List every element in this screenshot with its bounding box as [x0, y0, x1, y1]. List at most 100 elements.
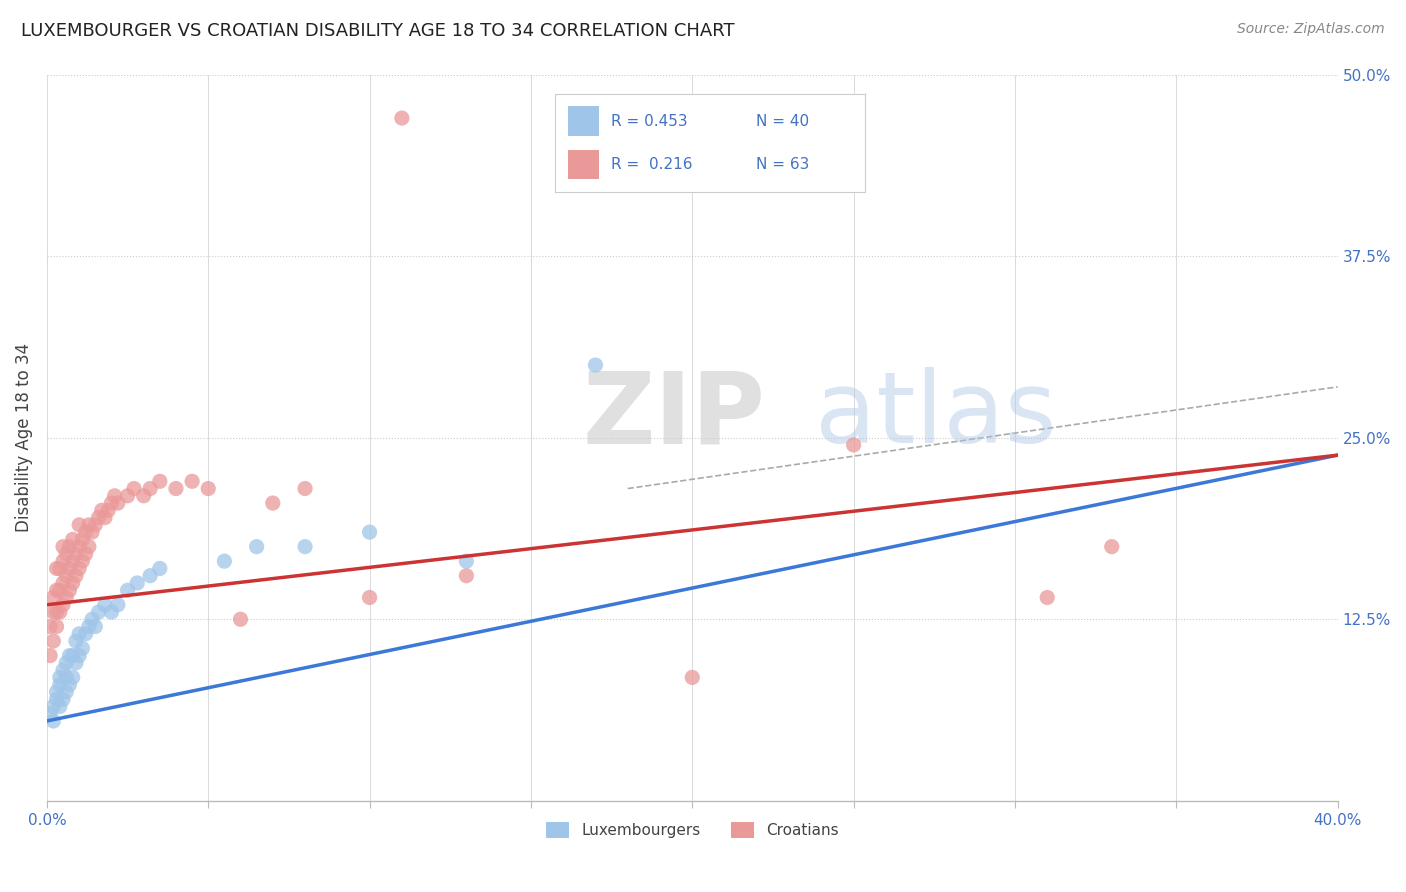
Point [681, 670, 703, 684]
Point [52, 663, 75, 677]
Point [49, 583, 72, 598]
Point [359, 591, 381, 605]
Point [39, 619, 62, 633]
Point [72, 641, 94, 656]
Point [94, 510, 117, 524]
Point [72, 533, 94, 547]
Point [1101, 540, 1123, 554]
Point [42, 634, 65, 648]
Point [165, 482, 187, 496]
Point [585, 358, 607, 372]
Point [55, 670, 77, 684]
Point [42, 605, 65, 619]
Point [456, 554, 478, 568]
Point [75, 525, 97, 540]
Point [87, 510, 110, 524]
Point [117, 489, 139, 503]
Point [49, 605, 72, 619]
Y-axis label: Disability Age 18 to 34: Disability Age 18 to 34 [15, 343, 32, 533]
Text: R =  0.216: R = 0.216 [612, 157, 693, 172]
Point [55, 656, 77, 670]
Point [94, 598, 117, 612]
Point [214, 554, 236, 568]
Point [55, 568, 77, 582]
Point [80, 612, 103, 626]
Point [62, 554, 84, 568]
Point [55, 591, 77, 605]
Point [67, 648, 90, 663]
Point [842, 438, 865, 452]
Point [246, 540, 269, 554]
Point [262, 496, 284, 510]
Text: R = 0.453: R = 0.453 [612, 113, 688, 128]
Point [52, 598, 75, 612]
Point [39, 706, 62, 721]
Point [80, 525, 103, 540]
Text: atlas: atlas [815, 368, 1056, 465]
Point [67, 627, 90, 641]
Point [67, 561, 90, 575]
Point [45, 692, 67, 706]
Point [58, 561, 80, 575]
Point [65, 547, 87, 561]
Point [65, 634, 87, 648]
Point [117, 583, 139, 598]
Point [65, 656, 87, 670]
Point [294, 482, 316, 496]
Point [58, 648, 80, 663]
Point [65, 568, 87, 582]
Point [52, 692, 75, 706]
Point [62, 648, 84, 663]
Text: N = 63: N = 63 [756, 157, 810, 172]
Point [52, 576, 75, 591]
Point [45, 685, 67, 699]
Point [104, 489, 127, 503]
Point [359, 525, 381, 540]
Point [62, 576, 84, 591]
Point [127, 576, 149, 591]
Point [122, 482, 145, 496]
Point [84, 619, 107, 633]
Point [87, 605, 110, 619]
Point [42, 714, 65, 728]
Point [391, 111, 413, 125]
Point [49, 678, 72, 692]
Point [62, 670, 84, 684]
Point [72, 554, 94, 568]
Point [84, 517, 107, 532]
Point [39, 648, 62, 663]
Point [139, 568, 162, 582]
Point [197, 482, 219, 496]
Point [75, 627, 97, 641]
Point [139, 482, 162, 496]
Point [90, 503, 112, 517]
Point [149, 561, 172, 575]
Point [77, 540, 100, 554]
Point [55, 685, 77, 699]
Point [149, 475, 172, 489]
Point [77, 619, 100, 633]
Text: ZIP: ZIP [582, 368, 765, 465]
Legend: Luxembourgers, Croatians: Luxembourgers, Croatians [540, 816, 845, 844]
Point [58, 540, 80, 554]
Text: N = 40: N = 40 [756, 113, 810, 128]
Point [45, 561, 67, 575]
Point [49, 670, 72, 684]
Bar [568, 106, 599, 136]
Point [67, 517, 90, 532]
Point [62, 533, 84, 547]
Point [97, 503, 120, 517]
Text: LUXEMBOURGER VS CROATIAN DISABILITY AGE 18 TO 34 CORRELATION CHART: LUXEMBOURGER VS CROATIAN DISABILITY AGE … [21, 22, 735, 40]
Point [294, 540, 316, 554]
Text: Source: ZipAtlas.com: Source: ZipAtlas.com [1237, 22, 1385, 37]
Point [132, 489, 155, 503]
Point [100, 605, 122, 619]
Point [75, 547, 97, 561]
Bar [568, 150, 599, 179]
Point [1036, 591, 1059, 605]
Point [229, 612, 252, 626]
Point [49, 699, 72, 714]
Point [456, 568, 478, 582]
Point [181, 475, 204, 489]
Point [67, 540, 90, 554]
